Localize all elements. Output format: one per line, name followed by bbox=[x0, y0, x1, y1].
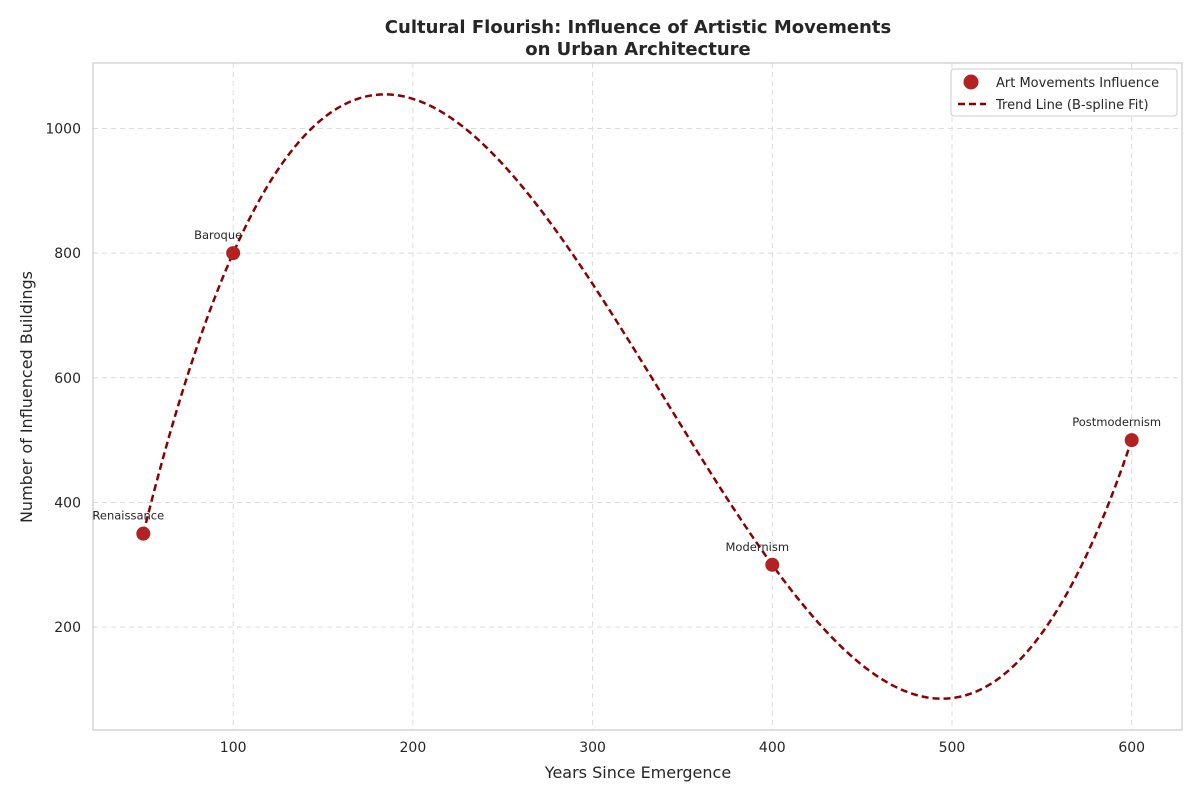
data-point bbox=[1124, 433, 1139, 448]
y-axis-label: Number of Influenced Buildings bbox=[17, 271, 36, 523]
legend-label-line: Trend Line (B-spline Fit) bbox=[995, 98, 1149, 113]
plot-frame bbox=[92, 62, 1183, 731]
y-tick-label: 200 bbox=[54, 620, 81, 636]
data-points: Renaissance Baroque Modernism Postmodernism bbox=[92, 228, 1161, 572]
x-tick-label: 400 bbox=[759, 740, 786, 756]
data-point-label: Baroque bbox=[194, 228, 242, 242]
y-tick-label: 600 bbox=[54, 371, 81, 387]
y-tick-label: 400 bbox=[54, 495, 81, 511]
data-point-label: Modernism bbox=[726, 540, 790, 554]
grid bbox=[93, 63, 1182, 730]
x-tick-label: 200 bbox=[400, 740, 427, 756]
data-point bbox=[765, 557, 780, 572]
x-axis-label: Years Since Emergence bbox=[544, 763, 731, 782]
data-point-label: Renaissance bbox=[92, 509, 164, 523]
data-point-label: Postmodernism bbox=[1072, 415, 1161, 429]
axis-ticks: 100 200 300 400 500 600 200 400 600 800 1000 bbox=[45, 121, 1145, 756]
legend: Art Movements Influence Trend Line (B-sp… bbox=[950, 68, 1178, 117]
data-point bbox=[136, 526, 151, 541]
chart-title-line-2: on Urban Architecture bbox=[525, 39, 751, 60]
x-tick-label: 100 bbox=[220, 740, 247, 756]
y-tick-label: 800 bbox=[54, 246, 81, 262]
x-tick-label: 600 bbox=[1118, 740, 1145, 756]
data-point bbox=[226, 246, 241, 261]
x-tick-label: 300 bbox=[579, 740, 606, 756]
legend-label-scatter: Art Movements Influence bbox=[996, 76, 1159, 91]
chart-title-line-1: Cultural Flourish: Influence of Artistic… bbox=[385, 17, 891, 38]
y-tick-label: 1000 bbox=[45, 121, 81, 137]
legend-box bbox=[950, 68, 1178, 117]
trend-line bbox=[142, 93, 1133, 700]
x-tick-label: 500 bbox=[939, 740, 966, 756]
legend-marker-scatter bbox=[963, 74, 979, 90]
